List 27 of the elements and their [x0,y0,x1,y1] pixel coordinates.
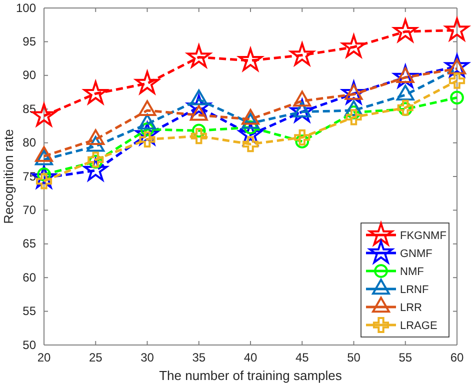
legend-label: FKGNMF [400,230,447,242]
x-tick-label: 50 [347,350,361,365]
legend-label: LRNF [400,284,430,296]
legend-label: GNMF [400,248,433,260]
legend-label: LRR [400,302,422,314]
x-tick-label: 30 [140,350,154,365]
y-tick-label: 65 [22,236,36,251]
x-tick-label: 45 [295,350,310,365]
y-tick-label: 95 [22,34,36,49]
y-tick-label: 60 [22,270,36,284]
y-axis-title: Recognition rate [1,129,16,224]
x-tick-label: 40 [244,350,258,365]
x-tick-label: 25 [88,350,103,365]
y-tick-label: 75 [22,169,36,184]
y-tick-label: 70 [22,203,36,218]
x-tick-label: 55 [398,350,412,365]
x-axis-title: The number of training samples [159,368,342,383]
x-tick-label: 60 [450,350,464,365]
legend-label: LRAGE [400,320,438,332]
y-tick-label: 55 [22,304,36,318]
y-tick-label: 90 [22,68,36,82]
x-tick-label: 35 [192,350,206,365]
y-tick-label: 80 [22,136,36,150]
y-tick-label: 50 [22,338,36,352]
y-tick-label: 100 [16,0,36,15]
x-tick-label: 20 [37,350,51,365]
legend-label: NMF [400,266,424,278]
